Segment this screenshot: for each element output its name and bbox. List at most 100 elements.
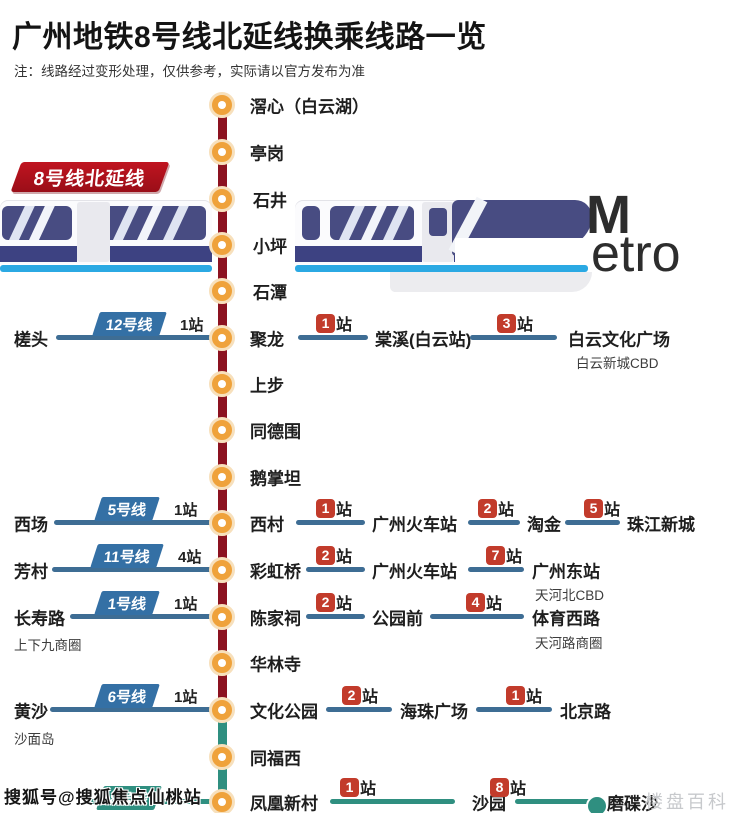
chain-connector bbox=[468, 520, 520, 525]
station-dot bbox=[209, 744, 235, 770]
main-station-label: 同福西 bbox=[250, 749, 301, 769]
train-door bbox=[77, 202, 110, 262]
line-end-roundel bbox=[586, 795, 608, 813]
chain-station-label: 淘金 bbox=[527, 515, 561, 535]
distance-label: 1站 bbox=[174, 689, 198, 706]
chain-connector bbox=[326, 707, 392, 712]
main-station-label: 鹅掌坦 bbox=[250, 469, 301, 489]
line-badge-5: 5号线 bbox=[94, 497, 161, 521]
chain-station-label: 棠溪(白云站) bbox=[375, 330, 472, 350]
station-dot bbox=[209, 139, 235, 165]
train-waist-stripe bbox=[110, 246, 212, 262]
district-sublabel: 天河北CBD bbox=[535, 588, 605, 603]
main-station-label: 上步 bbox=[250, 376, 284, 396]
train-window bbox=[302, 206, 320, 240]
line8-north-segment bbox=[218, 100, 227, 714]
line-badge-12: 12号线 bbox=[92, 312, 167, 336]
main-station-label: 滘心（白云湖） bbox=[250, 97, 369, 117]
chain-connector bbox=[330, 799, 455, 804]
chain-station-label: 体育西路 bbox=[532, 609, 600, 629]
chain-station-label: 广州火车站 bbox=[372, 515, 457, 535]
main-station-label: 石潭 bbox=[248, 277, 292, 305]
station-dot bbox=[209, 697, 235, 723]
main-station-label: 文化公园 bbox=[250, 702, 318, 722]
transfer-connector bbox=[52, 567, 214, 572]
main-station-label: 石井 bbox=[248, 185, 292, 213]
transfer-connector bbox=[54, 520, 214, 525]
chain-station-label: 白云文化广场 bbox=[568, 330, 670, 350]
distance-label: 1站 bbox=[174, 502, 198, 519]
terminal-station-label: 西场 bbox=[14, 515, 48, 535]
train-waist-stripe bbox=[0, 246, 77, 262]
station-dot bbox=[209, 371, 235, 397]
transfer-connector bbox=[70, 614, 214, 619]
watermark-sohu: 搜狐号@搜狐焦点仙桃站 bbox=[4, 788, 202, 807]
distance-label: 1站 bbox=[180, 317, 204, 334]
district-sublabel: 沙面岛 bbox=[14, 732, 55, 747]
terminal-station-label: 槎头 bbox=[14, 330, 48, 350]
station-dot bbox=[209, 510, 235, 536]
station-dot bbox=[209, 789, 235, 813]
line-badge-6: 6号线 bbox=[94, 684, 161, 708]
line-badge-11: 11号线 bbox=[90, 544, 164, 568]
train-window bbox=[100, 206, 206, 240]
chain-station-label: 广州东站 bbox=[532, 562, 600, 582]
transfer-connector bbox=[56, 335, 214, 340]
main-station-label: 华林寺 bbox=[250, 655, 301, 675]
line8-north-extension-banner: 8号线北延线 bbox=[10, 162, 170, 192]
station-dot bbox=[209, 278, 235, 304]
chain-connector bbox=[296, 520, 365, 525]
chain-station-label: 海珠广场 bbox=[400, 702, 468, 722]
chain-station-label: 珠江新城 bbox=[627, 515, 695, 535]
chain-connector bbox=[306, 614, 365, 619]
train-blue-stripe bbox=[295, 265, 588, 272]
distance-label: 1站 bbox=[174, 596, 198, 613]
page-title: 广州地铁8号线北延线换乘线路一览 bbox=[12, 21, 487, 54]
main-station-label: 凤凰新村 bbox=[250, 794, 318, 813]
main-station-label: 同德围 bbox=[250, 422, 301, 442]
train-nose-underside bbox=[455, 238, 590, 268]
chain-connector bbox=[468, 567, 524, 572]
station-dot bbox=[209, 650, 235, 676]
station-dot bbox=[209, 186, 235, 212]
train-door-window bbox=[429, 208, 447, 236]
train-window bbox=[2, 206, 72, 240]
chain-station-label: 广州火车站 bbox=[372, 562, 457, 582]
banner-label: 8号线北延线 bbox=[32, 168, 147, 190]
main-station-label: 陈家祠 bbox=[250, 609, 301, 629]
station-dot bbox=[209, 557, 235, 583]
main-station-label: 聚龙 bbox=[250, 330, 284, 350]
chain-connector bbox=[476, 707, 552, 712]
terminal-station-label: 长寿路 bbox=[14, 609, 65, 629]
station-dot bbox=[209, 417, 235, 443]
chain-station-label: 北京路 bbox=[560, 702, 611, 722]
station-dot bbox=[209, 92, 235, 118]
line-badge-1: 1号线 bbox=[94, 591, 161, 615]
train-window bbox=[330, 206, 414, 240]
district-sublabel: 白云新城CBD bbox=[576, 356, 659, 371]
main-station-label: 西村 bbox=[250, 515, 284, 535]
chain-connector bbox=[565, 520, 620, 525]
main-station-label: 小坪 bbox=[248, 231, 292, 259]
district-sublabel: 天河路商圈 bbox=[535, 636, 603, 651]
chain-station-label: 公园前 bbox=[372, 609, 423, 629]
station-dot bbox=[209, 232, 235, 258]
terminal-station-label: 芳村 bbox=[14, 562, 48, 582]
chain-station-label: 磨碟沙 bbox=[607, 794, 658, 813]
station-dot bbox=[209, 604, 235, 630]
train-shadow bbox=[390, 272, 592, 292]
chain-station-label: 沙园 bbox=[472, 794, 506, 813]
